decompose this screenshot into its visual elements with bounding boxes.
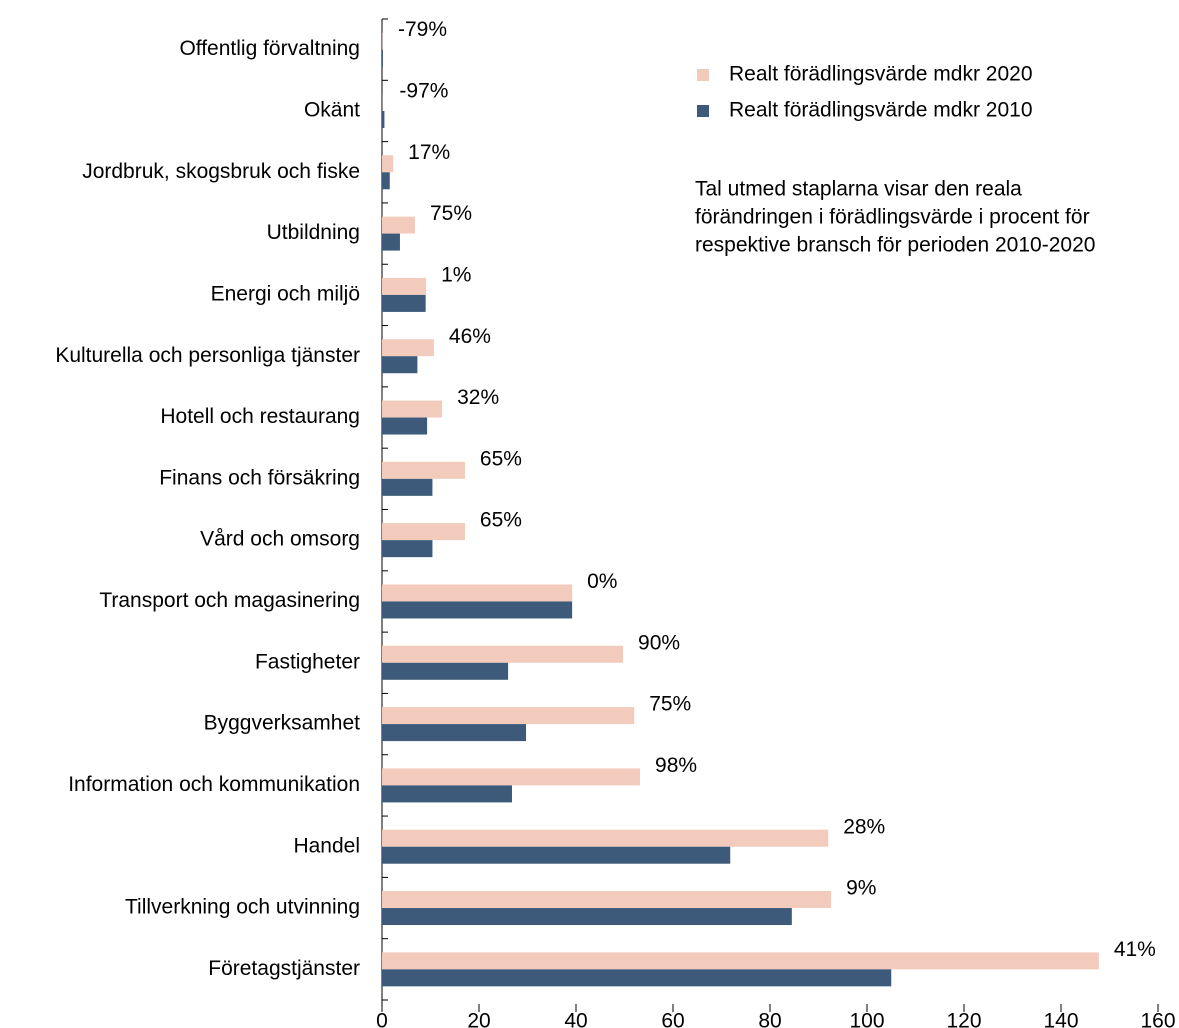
x-tick-label: 40 <box>564 1010 587 1028</box>
change-label: 1% <box>441 263 471 286</box>
bar <box>382 724 527 742</box>
category-label: Okänt <box>304 99 360 122</box>
annotation: Tal utmed staplarna visar den reala <box>695 178 1022 201</box>
x-tick-label: 20 <box>467 1010 490 1028</box>
category-label: Vård och omsorg <box>200 528 360 551</box>
change-label: -79% <box>398 18 447 41</box>
bar <box>382 216 415 234</box>
bar <box>382 768 641 786</box>
category-label: Utbildning <box>267 221 360 244</box>
category-label: Energi och miljö <box>211 282 360 305</box>
bar <box>382 601 573 619</box>
bar <box>382 891 832 909</box>
change-label: 9% <box>846 877 876 900</box>
bar <box>382 523 465 541</box>
change-label: 98% <box>655 754 697 777</box>
change-label: 28% <box>843 815 885 838</box>
change-label: 65% <box>480 447 522 470</box>
change-label: 46% <box>449 325 491 348</box>
bar <box>382 846 731 864</box>
change-label: 0% <box>587 570 617 593</box>
bar <box>382 277 427 295</box>
x-tick-label: 140 <box>1043 1010 1078 1028</box>
bar <box>382 785 512 803</box>
annotation: respektive bransch för perioden 2010-202… <box>695 234 1095 257</box>
bar <box>382 952 1099 970</box>
legend-swatch <box>697 105 709 117</box>
change-label: 17% <box>408 141 450 164</box>
x-tick-label: 120 <box>946 1010 981 1028</box>
change-label: 65% <box>480 509 522 532</box>
category-label: Fastigheter <box>255 650 360 673</box>
bar <box>382 829 829 847</box>
change-label: -97% <box>399 80 448 103</box>
category-label: Företagstjänster <box>208 957 360 980</box>
bar <box>382 662 509 680</box>
change-label: 32% <box>457 386 499 409</box>
annotation: förändringen i förädlingsvärde i procent… <box>695 206 1090 229</box>
bar <box>382 294 426 312</box>
legend-swatch <box>697 69 709 81</box>
bar <box>382 908 792 926</box>
category-label: Tillverkning och utvinning <box>125 896 360 919</box>
category-label: Hotell och restaurang <box>160 405 360 428</box>
category-label: Jordbruk, skogsbruk och fiske <box>82 160 360 183</box>
bar <box>382 400 443 418</box>
legend-label: Realt förädlingsvärde mdkr 2020 <box>729 63 1033 86</box>
category-label: Handel <box>293 834 360 857</box>
bar <box>382 707 635 725</box>
x-tick-label: 100 <box>849 1010 884 1028</box>
bar <box>382 356 418 374</box>
change-label: 75% <box>430 202 472 225</box>
bar <box>382 478 433 496</box>
category-label: Transport och magasinering <box>99 589 360 612</box>
bar <box>382 155 394 173</box>
x-tick-label: 60 <box>661 1010 684 1028</box>
category-label: Byggverksamhet <box>204 712 361 735</box>
bar <box>382 339 434 357</box>
category-label: Finans och försäkring <box>159 466 360 489</box>
change-label: 41% <box>1114 938 1156 961</box>
change-label: 90% <box>638 631 680 654</box>
bar <box>382 233 400 251</box>
x-tick-label: 160 <box>1140 1010 1175 1028</box>
legend-label: Realt förädlingsvärde mdkr 2010 <box>729 99 1033 122</box>
category-label: Information och kommunikation <box>68 773 360 796</box>
category-label: Offentlig förvaltning <box>179 37 360 60</box>
bar <box>382 172 390 190</box>
category-label: Kulturella och personliga tjänster <box>55 344 360 367</box>
bar <box>382 110 385 128</box>
bar <box>382 645 624 663</box>
bar <box>382 584 573 602</box>
x-tick-label: 0 <box>376 1010 388 1028</box>
bar <box>382 417 428 435</box>
change-label: 75% <box>649 693 691 716</box>
bar <box>382 461 465 479</box>
x-tick-label: 80 <box>758 1010 781 1028</box>
bar <box>382 540 433 558</box>
bar <box>382 49 383 67</box>
bar <box>382 969 892 987</box>
